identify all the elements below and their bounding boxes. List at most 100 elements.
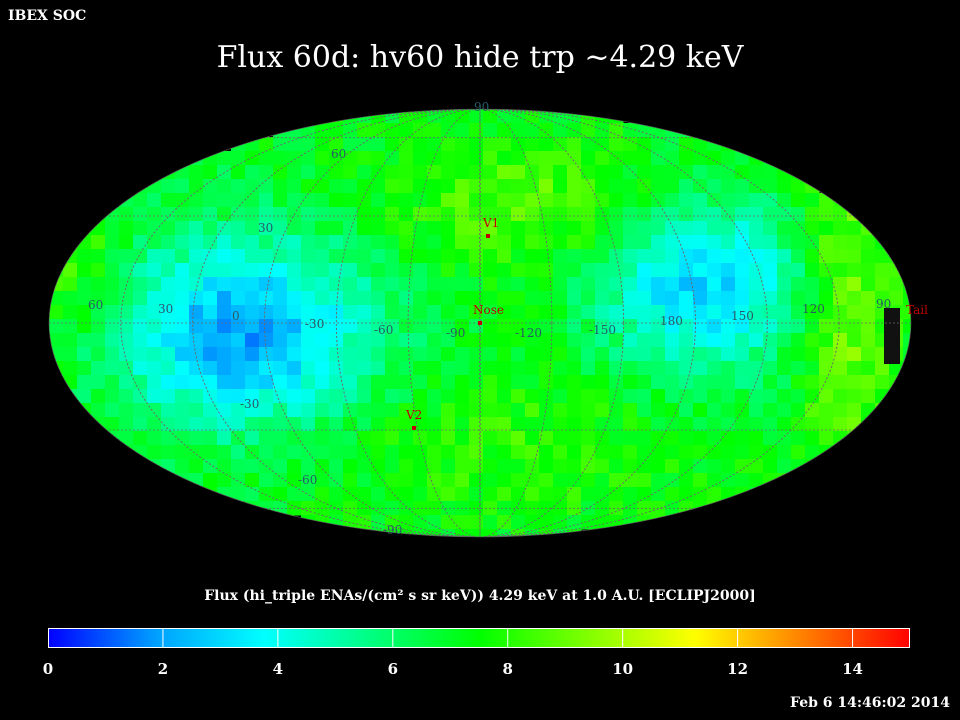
flux-pixel (595, 263, 610, 278)
flux-pixel (637, 221, 652, 236)
flux-pixel (819, 375, 834, 390)
flux-pixel (105, 361, 120, 376)
flux-pixel (147, 221, 162, 236)
flux-pixel (861, 291, 876, 306)
flux-pixel (875, 277, 890, 292)
flux-pixel (875, 291, 890, 306)
flux-pixel (553, 151, 568, 166)
flux-pixel (539, 431, 554, 446)
flux-pixel (441, 151, 456, 166)
flux-pixel (581, 235, 596, 250)
flux-pixel (595, 417, 610, 432)
flux-pixel (819, 417, 834, 432)
flux-pixel (427, 137, 442, 152)
flux-pixel (245, 375, 260, 390)
flux-pixel (455, 333, 470, 348)
flux-pixel (357, 305, 372, 320)
flux-pixel (539, 291, 554, 306)
flux-pixel (553, 165, 568, 180)
flux-pixel (651, 431, 666, 446)
flux-pixel (259, 179, 274, 194)
flux-pixel (413, 501, 428, 516)
flux-pixel (707, 263, 722, 278)
flux-pixel (217, 179, 232, 194)
flux-pixel (609, 347, 624, 362)
flux-pixel (371, 333, 386, 348)
flux-pixel (329, 277, 344, 292)
flux-pixel (147, 207, 162, 222)
flux-pixel (637, 361, 652, 376)
flux-pixel (105, 389, 120, 404)
flux-pixel (133, 305, 148, 320)
flux-pixel (315, 347, 330, 362)
flux-pixel (119, 249, 134, 264)
flux-pixel (511, 109, 526, 124)
flux-pixel (791, 207, 806, 222)
flux-pixel (357, 165, 372, 180)
flux-pixel (637, 151, 652, 166)
flux-pixel (609, 375, 624, 390)
flux-pixel (567, 319, 582, 334)
flux-pixel (679, 389, 694, 404)
flux-pixel (861, 417, 876, 432)
flux-pixel (343, 221, 358, 236)
flux-pixel (287, 333, 302, 348)
flux-pixel (497, 319, 512, 334)
flux-pixel (287, 389, 302, 404)
flux-pixel (189, 235, 204, 250)
flux-pixel (637, 319, 652, 334)
flux-pixel (119, 375, 134, 390)
flux-pixel (231, 459, 246, 474)
flux-pixel (581, 193, 596, 208)
flux-pixel (833, 277, 848, 292)
flux-pixel (119, 389, 134, 404)
flux-pixel (77, 319, 92, 334)
flux-pixel (441, 137, 456, 152)
flux-pixel (161, 319, 176, 334)
flux-pixel (147, 375, 162, 390)
flux-pixel (777, 361, 792, 376)
flux-pixel (287, 375, 302, 390)
flux-pixel (735, 459, 750, 474)
flux-pixel (735, 165, 750, 180)
flux-pixel (637, 473, 652, 488)
flux-pixel (693, 277, 708, 292)
flux-pixel (735, 417, 750, 432)
flux-pixel (791, 417, 806, 432)
flux-pixel (861, 347, 876, 362)
flux-pixel (469, 165, 484, 180)
flux-pixel (469, 417, 484, 432)
flux-pixel (735, 221, 750, 236)
flux-pixel (245, 193, 260, 208)
flux-pixel (483, 305, 498, 320)
flux-pixel (189, 417, 204, 432)
flux-pixel (581, 431, 596, 446)
flux-pixel (77, 291, 92, 306)
flux-pixel (567, 431, 582, 446)
flux-pixel (399, 389, 414, 404)
flux-pixel (567, 263, 582, 278)
flux-pixel (623, 179, 638, 194)
flux-pixel (399, 263, 414, 278)
flux-pixel (217, 305, 232, 320)
flux-pixel (693, 263, 708, 278)
flux-pixel (301, 179, 316, 194)
flux-pixel (665, 459, 680, 474)
flux-pixel (679, 137, 694, 152)
flux-pixel (371, 403, 386, 418)
flux-pixel (497, 235, 512, 250)
flux-pixel (399, 375, 414, 390)
flux-pixel (301, 137, 316, 152)
flux-pixel (371, 291, 386, 306)
flux-pixel (147, 305, 162, 320)
flux-pixel (287, 165, 302, 180)
flux-pixel (623, 193, 638, 208)
colorbar-tick-label: 6 (387, 660, 399, 678)
flux-pixel (707, 333, 722, 348)
flux-pixel (511, 305, 526, 320)
flux-pixel (329, 123, 344, 138)
flux-pixel (497, 375, 512, 390)
flux-pixel (315, 487, 330, 502)
flux-pixel (413, 333, 428, 348)
flux-pixel (875, 403, 890, 418)
